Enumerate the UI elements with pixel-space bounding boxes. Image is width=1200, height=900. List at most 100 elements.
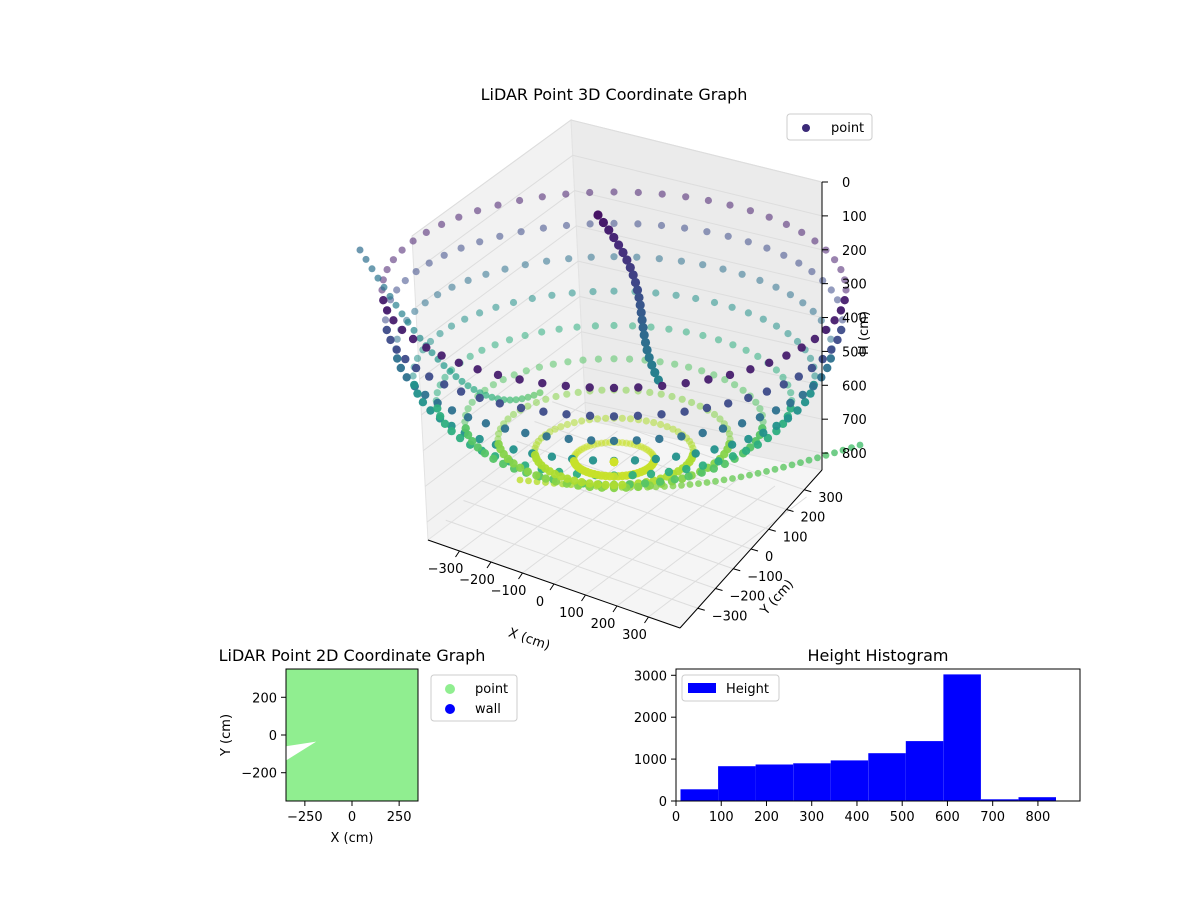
point-3d: [827, 286, 835, 294]
x-tick-label: 300: [622, 628, 647, 643]
point-3d: [678, 481, 685, 489]
point-3d: [501, 265, 509, 273]
point-3d: [569, 457, 579, 466]
point-3d: [640, 479, 650, 488]
point-3d: [437, 351, 446, 360]
point-3d: [738, 270, 746, 278]
z-tick-label: 600: [842, 379, 867, 394]
plot2d: LiDAR Point 2D Coordinate Graph −250 0 250…: [219, 646, 518, 846]
point-3d: [629, 322, 637, 330]
point-3d: [793, 337, 802, 346]
z-ticks-3d: 0 100 200 300 400 500 600 700 800: [822, 176, 867, 462]
point-3d: [521, 261, 529, 269]
point-3d: [426, 406, 435, 415]
point-3d: [389, 256, 397, 264]
y-tick-label: −200: [730, 590, 766, 605]
legend-2d-point-label: point: [475, 682, 508, 697]
point-3d: [633, 411, 643, 420]
point-3d: [772, 421, 781, 431]
point-3d: [837, 266, 845, 274]
point-3d: [379, 296, 388, 305]
plot3d-title: LiDAR Point 3D Coordinate Graph: [481, 85, 748, 104]
y-ticks-2d: −200 0 200: [241, 691, 286, 782]
point-3d: [538, 328, 546, 336]
z-tick-label: 100: [842, 210, 867, 225]
point-3d: [848, 444, 855, 451]
point-3d: [422, 343, 431, 352]
point-3d: [704, 196, 713, 205]
point-3d: [836, 306, 846, 315]
point-3d: [610, 287, 618, 295]
point-3d: [618, 480, 627, 490]
point-3d: [602, 414, 610, 422]
point-3d: [638, 322, 648, 333]
point-3d: [452, 373, 460, 381]
point-3d: [628, 471, 637, 480]
point-3d: [703, 228, 711, 236]
point-3d: [425, 372, 434, 381]
point-3d: [744, 434, 753, 444]
point-3d: [827, 335, 835, 343]
point-3d: [598, 386, 606, 394]
y-tick-mark: [786, 509, 794, 512]
y-tick-label: 0: [269, 729, 277, 744]
point-3d: [731, 381, 739, 389]
point-3d: [447, 322, 456, 330]
x-tick-mark: [644, 616, 649, 624]
point-3d: [381, 316, 390, 324]
point-3d: [797, 459, 804, 466]
point-3d: [800, 398, 810, 407]
point-3d: [510, 371, 518, 379]
grid-line: [413, 154, 823, 273]
x-tick-label: 800: [1026, 810, 1051, 825]
point-3d: [762, 387, 772, 396]
point-3d: [578, 417, 586, 425]
point-3d: [772, 283, 780, 291]
point-3d: [408, 334, 418, 344]
point-3d: [837, 325, 846, 335]
point-3d: [626, 415, 635, 423]
point-3d: [657, 221, 666, 230]
point-3d: [517, 228, 525, 236]
point-3d: [382, 325, 391, 335]
y-tick-label: 1000: [634, 753, 667, 768]
x-tick-label: −100: [491, 584, 527, 599]
point-3d: [746, 207, 755, 215]
point-3d: [787, 389, 795, 397]
legend-3d-label: point: [831, 121, 864, 136]
point-3d: [516, 403, 526, 413]
point-3d: [763, 244, 771, 252]
point-3d: [756, 276, 764, 284]
y-tick-label: 2000: [634, 711, 667, 726]
point-3d: [632, 285, 643, 295]
point-3d: [635, 300, 645, 310]
point-3d: [410, 326, 418, 334]
point-3d: [682, 464, 691, 474]
point-3d: [809, 307, 817, 315]
point-3d: [819, 277, 827, 285]
x-ticks-2d: −250 0 250: [287, 801, 412, 825]
x-tick-mark: [549, 583, 555, 591]
point-3d: [725, 370, 735, 380]
point-3d: [573, 323, 581, 331]
z-tick-label: 500: [842, 345, 867, 360]
x-tick-mark: [518, 572, 523, 580]
y-tick-mark: [733, 568, 741, 572]
point-3d: [401, 277, 409, 285]
point-3d: [688, 398, 696, 407]
point-3d: [535, 363, 544, 371]
point-3d: [461, 315, 469, 323]
point-3d: [539, 407, 548, 416]
x-tick-mark: [486, 561, 492, 569]
point-3d: [356, 246, 364, 254]
point-3d: [682, 328, 690, 336]
point-3d: [586, 188, 594, 197]
point-3d: [842, 286, 850, 294]
point-3d: [548, 291, 556, 299]
point-3d: [763, 468, 770, 475]
point-3d: [598, 217, 609, 228]
point-3d: [512, 396, 520, 404]
point-3d: [480, 449, 490, 458]
point-3d: [466, 352, 474, 360]
points3d-front: [379, 296, 849, 493]
